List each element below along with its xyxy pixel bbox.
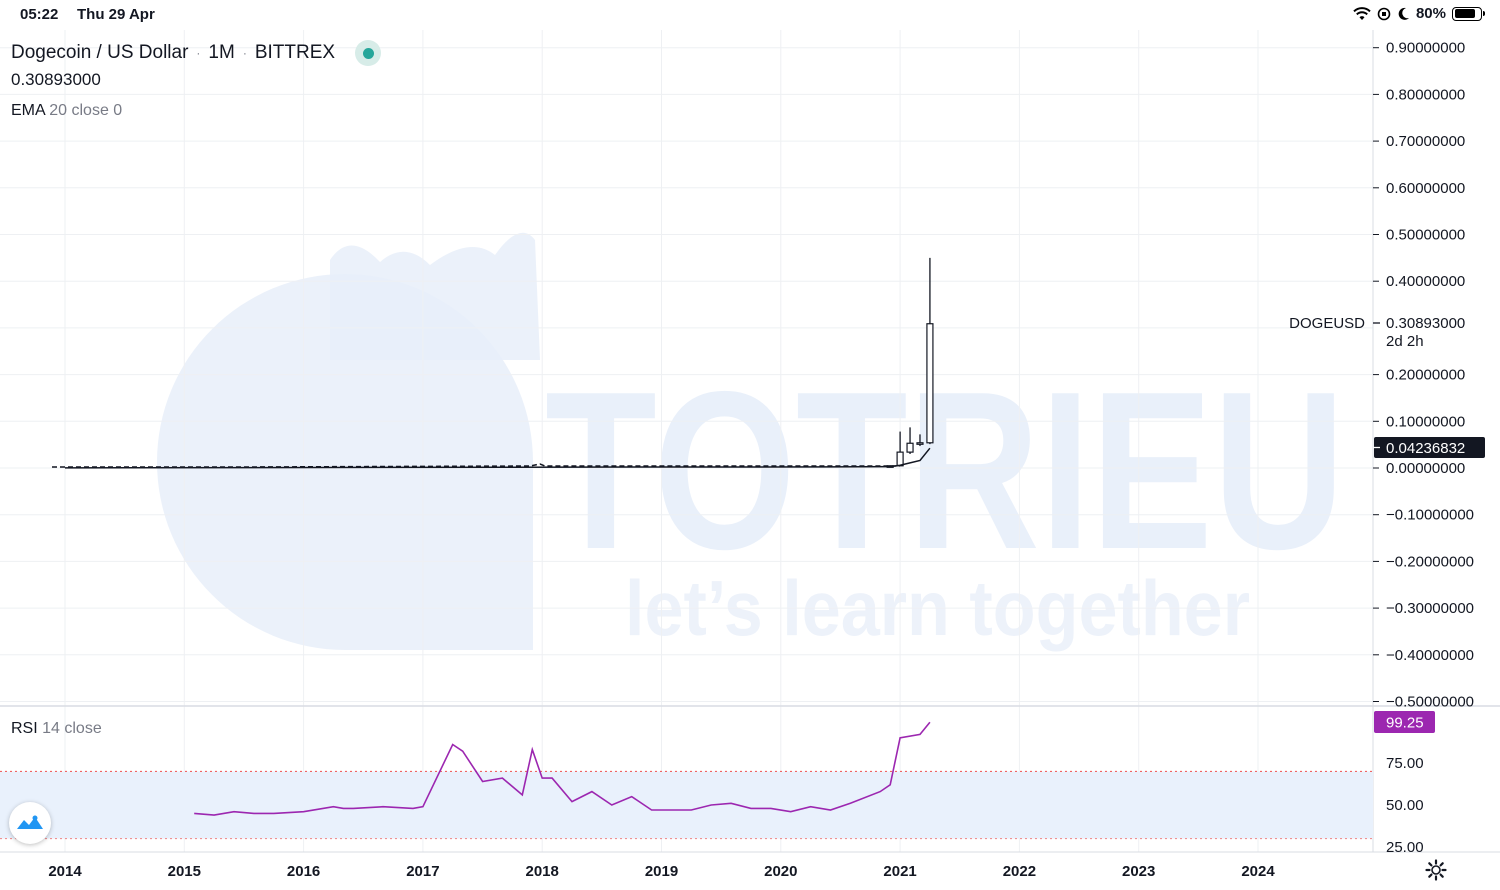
year-tick-label: 2020 <box>764 863 797 880</box>
rsi-value-label: 99.25 <box>1386 715 1424 732</box>
candle <box>926 257 934 445</box>
price-tick-label: 0.10000000 <box>1386 413 1465 430</box>
orientation-lock-icon <box>1377 7 1391 20</box>
battery-percent: 80% <box>1415 5 1446 22</box>
watermark: TOTRIEU let’s learn together <box>157 232 1345 652</box>
status-bar: 05:22 Thu 29 Apr 80% <box>0 0 1500 30</box>
rsi-name: RSI <box>11 720 38 737</box>
price-tick-label: 0.40000000 <box>1386 273 1465 290</box>
exchange-label[interactable]: BITTREX <box>254 42 336 63</box>
year-tick-label: 2018 <box>526 863 559 880</box>
candles <box>886 257 934 468</box>
year-tick-label: 2024 <box>1241 863 1275 880</box>
year-tick-label: 2016 <box>287 863 320 880</box>
year-tick-label: 2021 <box>883 863 916 880</box>
price-tick-label: 0.00000000 <box>1386 460 1465 477</box>
price-tick-label: 0.60000000 <box>1386 180 1465 197</box>
price-tick-label: 0.80000000 <box>1386 86 1465 103</box>
legend-separator: · <box>242 46 247 60</box>
symbol-label: DOGEUSD <box>1289 315 1365 332</box>
battery-icon <box>1452 6 1485 21</box>
ema-value-label: 0.04236832 <box>1386 440 1465 457</box>
price-tick-label: 0.20000000 <box>1386 367 1465 384</box>
price-tick-label: 0.70000000 <box>1386 133 1465 150</box>
ema-value-marker: 0.04236832 <box>1373 437 1485 458</box>
candle <box>906 427 914 454</box>
price-axis[interactable]: 0.90000000 0.80000000 0.70000000 0.60000000… <box>1373 40 1474 711</box>
year-tick-label: 2017 <box>406 863 439 880</box>
ema-legend[interactable]: EMA 20 close 0 <box>11 102 122 120</box>
status-date: Thu 29 Apr <box>77 6 155 23</box>
candle <box>916 434 924 447</box>
year-tick-label: 2015 <box>168 863 201 880</box>
price-tick-label: 0.50000000 <box>1386 227 1465 244</box>
last-price-label: 0.30893000 <box>1386 315 1465 332</box>
moon-icon <box>1398 7 1409 20</box>
legend-separator: · <box>196 46 201 60</box>
rsi-tick-label: 75.00 <box>1386 755 1424 772</box>
bar-countdown: 2d 2h <box>1386 333 1424 350</box>
chart-canvas[interactable]: TOTRIEU let’s learn together 0.900000000… <box>0 30 1500 890</box>
symbol-name[interactable]: Dogecoin / US Dollar <box>11 42 189 63</box>
year-tick-label: 2023 <box>1122 863 1155 880</box>
symbol-legend[interactable]: Dogecoin / US Dollar · 1M · BITTREX <box>11 40 382 66</box>
tradingview-logo-icon <box>17 815 43 829</box>
ema-params: 20 close 0 <box>49 102 123 119</box>
interval-label[interactable]: 1M <box>208 42 235 63</box>
rsi-params: 14 close <box>42 720 102 737</box>
price-tick-label: −0.40000000 <box>1386 647 1474 664</box>
price-tick-label: −0.10000000 <box>1386 507 1474 524</box>
last-price-marker: DOGEUSD 0.30893000 2d 2h <box>1289 315 1465 350</box>
rsi-value-marker: 99.25 <box>1374 711 1435 733</box>
rsi-legend[interactable]: RSI 14 close <box>11 720 102 738</box>
price-tick-label: −0.30000000 <box>1386 600 1474 617</box>
watermark-brand: TOTRIEU <box>545 344 1345 596</box>
year-tick-label: 2014 <box>48 863 82 880</box>
rsi-tick-label: 50.00 <box>1386 797 1424 814</box>
rsi-tick-label: 25.00 <box>1386 839 1424 856</box>
ema-name: EMA <box>11 102 45 119</box>
status-indicators: 80% <box>1353 5 1485 22</box>
price-tick-label: 0.90000000 <box>1386 40 1465 57</box>
tradingview-logo-button[interactable] <box>9 802 51 844</box>
settings-gear-icon[interactable] <box>1425 859 1447 881</box>
market-status-icon[interactable] <box>355 40 382 66</box>
year-tick-label: 2019 <box>645 863 678 880</box>
price-tick-label: −0.20000000 <box>1386 553 1474 570</box>
rsi-band <box>0 771 1373 839</box>
wifi-icon <box>1353 6 1371 20</box>
legend-price: 0.30893000 <box>11 70 101 89</box>
year-tick-label: 2022 <box>1003 863 1036 880</box>
price-tick-label: −0.50000000 <box>1386 694 1474 711</box>
rsi-line <box>194 721 931 816</box>
grid <box>0 30 1373 852</box>
ema-line <box>64 447 931 469</box>
status-time: 05:22 <box>20 6 59 23</box>
time-axis[interactable]: 2014 2015 2016 2017 2018 2019 2020 2021 2022 2023… <box>48 863 1275 880</box>
rsi-axis[interactable]: 75.00 50.00 25.00 <box>1386 755 1424 856</box>
